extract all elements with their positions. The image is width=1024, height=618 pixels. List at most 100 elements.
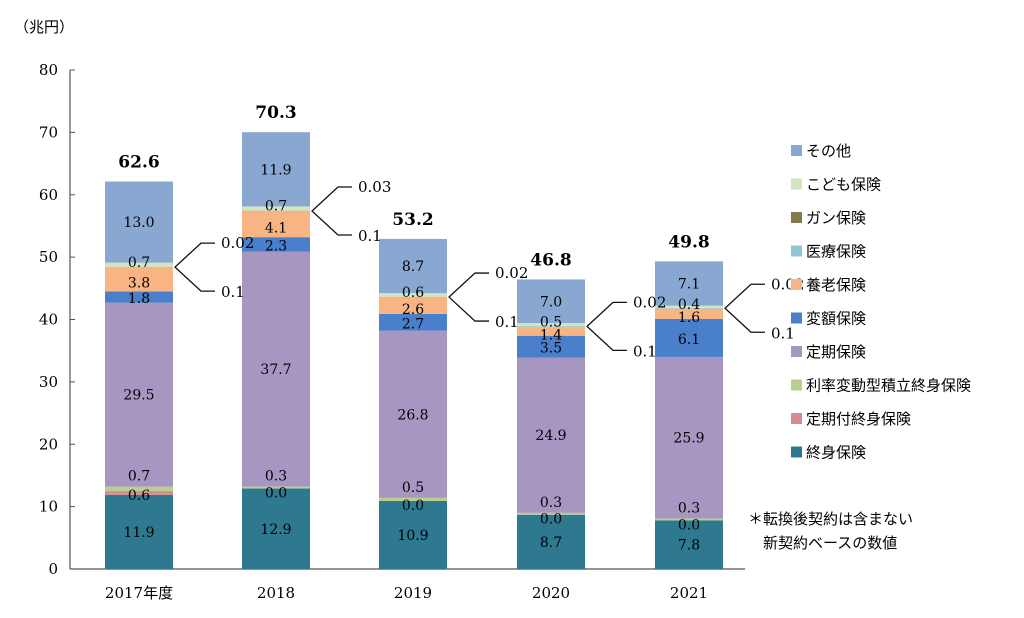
y-axis-unit-label: （兆円） [14,18,74,36]
legend-swatch [791,379,802,391]
segment-label: 37.7 [260,362,291,378]
y-tick-label: 80 [39,61,58,79]
segment-label: 0.0 [540,512,562,528]
bar-segment [105,181,173,263]
bar-total-label: 53.2 [392,210,433,230]
callouts: 0.020.10.030.10.020.10.020.10.020.1 [174,178,804,360]
bar-segment [655,261,723,306]
callout-label-medical: 0.1 [495,313,519,331]
segment-label: 1.4 [540,327,562,343]
bar-segment [517,357,585,513]
bar-total-label: 46.8 [530,250,571,270]
bar-segment [105,267,173,268]
bar-segment [655,518,723,521]
legend-swatch [791,279,802,290]
segment-label: 0.6 [128,488,150,504]
legend-item-label: ガン保険 [806,209,866,227]
bar-segment [242,488,310,569]
callout-label-medical: 0.1 [358,227,382,245]
segment-label: 0.7 [265,199,287,215]
bar-segment [105,486,173,492]
segment-label: 12.9 [260,522,291,538]
legend-item-label: こども保険 [806,176,881,194]
bar-segment [105,267,173,292]
legend-swatch [791,312,802,324]
y-tick-label: 60 [39,186,58,204]
bar-segment [379,297,447,314]
segment-label: 7.0 [540,294,562,310]
y-tick-label: 20 [39,435,58,453]
bar-segment [655,356,723,519]
callout-bracket [448,272,489,322]
legend-swatch [791,446,802,458]
segment-label: 11.9 [123,525,154,541]
x-tick-label: 2017年度 [105,584,173,602]
bar-segment [379,501,447,569]
segment-label: 29.5 [123,388,154,404]
legend-item-label: 終身保険 [806,444,866,462]
callout-label-cancer: 0.02 [633,293,666,311]
legend: その他こども保険ガン保険医療保険養老保険変額保険定期保険利率変動型積立終身保険定… [791,142,971,462]
callout-bracket [311,186,352,236]
segment-label: 2.3 [265,238,287,254]
segment-label: 0.0 [678,517,700,533]
segment-label: 8.7 [540,535,562,551]
bar-segment [655,305,723,309]
legend-swatch [791,413,802,424]
segment-label: 0.0 [265,486,287,502]
y-tick-label: 70 [39,123,58,141]
legend-swatch [791,346,802,357]
x-tick-label: 2021 [670,584,708,602]
bar-segment [242,251,310,487]
legend-item-label: 定期付終身保険 [806,410,911,428]
bar-segment [379,293,447,297]
legend-swatch [791,178,802,190]
segment-label: 8.7 [402,259,424,275]
bar-segment [517,326,585,336]
segment-label: 25.9 [673,431,704,447]
y-tick-label: 40 [39,311,58,329]
data-labels: 11.90.60.729.51.83.80.713.062.612.90.00.… [118,103,709,553]
bar-segment [105,302,173,487]
bars [105,132,723,569]
callout-label-medical: 0.1 [221,283,245,301]
bar-segment [242,211,310,238]
bar-total-label: 70.3 [255,103,296,123]
bar-segment [242,237,310,252]
axes: 0 10 20 30 40 50 60 70 80 2017年度 2018 2019 2020 2021 [39,61,745,602]
legend-item-label: 養老保険 [806,276,866,294]
segment-label: 6.1 [678,332,700,348]
bar-segment [655,308,723,309]
legend-swatch [791,212,802,223]
segment-label: 7.1 [678,277,700,293]
legend-item-label: 定期保険 [806,343,866,361]
bar-segment [379,313,447,331]
bar-segment [517,279,585,324]
bar-total-label: 49.8 [668,232,709,252]
bar-total-label: 62.6 [118,153,159,173]
segment-label: 13.0 [123,215,154,231]
segment-label: 26.8 [397,407,428,423]
bar-segment [242,132,310,207]
bar-segment [379,238,447,294]
x-tick-label: 2018 [257,584,295,602]
bar-segment [517,335,585,358]
segment-label: 0.6 [402,285,424,301]
segment-label: 7.8 [678,538,700,554]
bar-segment [379,497,447,502]
callout-label-cancer: 0.02 [221,234,254,252]
bar-segment [242,206,310,211]
segment-label: 0.7 [128,255,150,271]
segment-label: 11.9 [260,162,291,178]
segment-label: 0.3 [265,469,287,485]
bar-segment [517,514,585,569]
bar-segment [517,323,585,327]
segment-label: 2.7 [402,316,424,332]
y-tick-label: 0 [48,560,58,578]
segment-label: 1.6 [678,310,700,326]
bar-segment [379,330,447,498]
y-tick-label: 10 [39,498,58,516]
callout-bracket [174,242,215,292]
segment-label: 0.3 [540,495,562,511]
